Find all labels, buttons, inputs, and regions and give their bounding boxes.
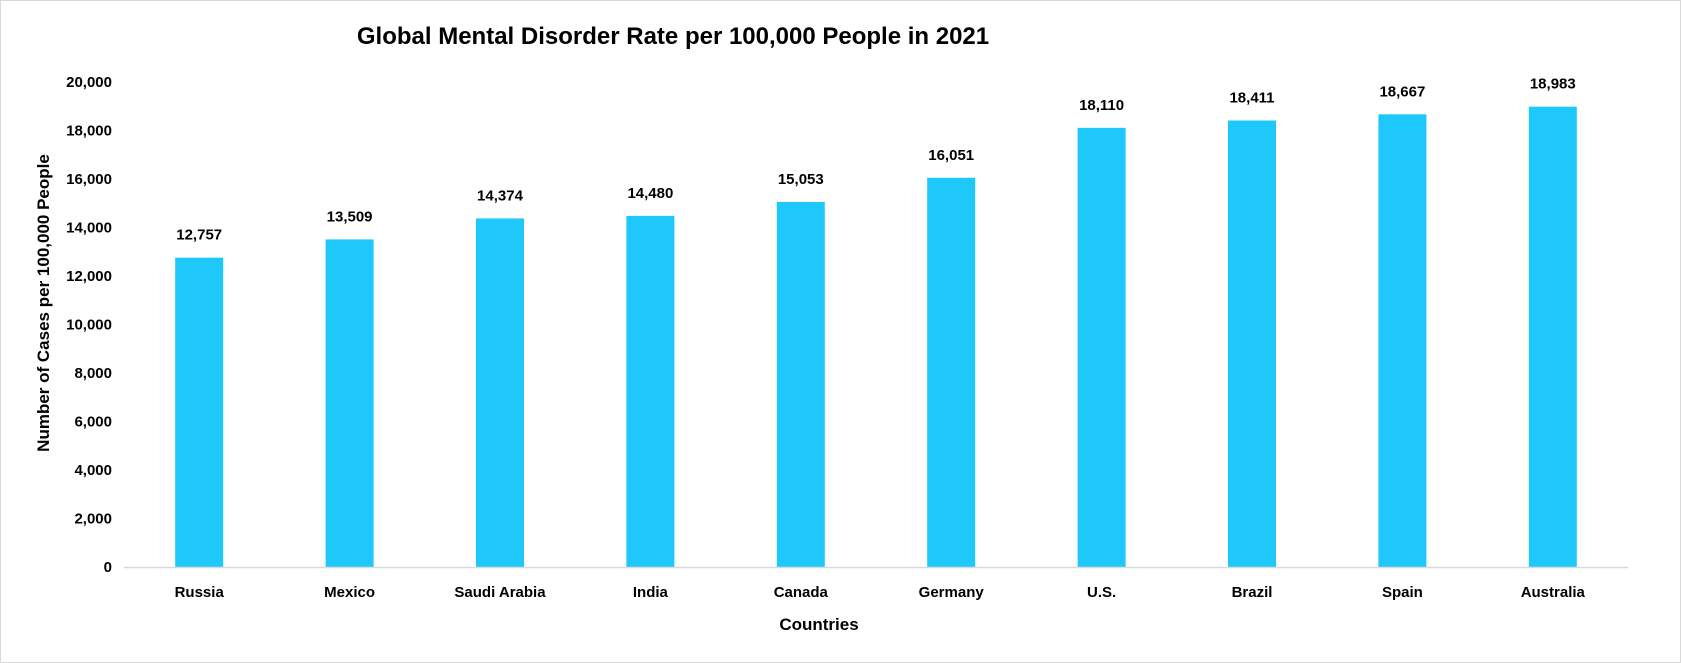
bar: [927, 177, 976, 567]
bar-value-label: 18,411: [1229, 90, 1274, 107]
bar: [776, 201, 825, 567]
bar: [626, 215, 675, 568]
bar-value-label: 15,053: [778, 171, 824, 188]
bar: [476, 218, 524, 568]
y-tick-label: 4,000: [74, 462, 112, 479]
bar: [1077, 127, 1126, 568]
bar-value-label: 13,509: [327, 208, 373, 225]
y-tick-label: 16,000: [66, 171, 112, 188]
chart-title: Global Mental Disorder Rate per 100,000 …: [357, 23, 989, 50]
bar-series: [175, 106, 1577, 568]
y-axis-ticks: 0 2,000 4,000 6,000 8,000 10,000 12,000 14,000 1…: [66, 74, 112, 576]
x-tick-label: Mexico: [324, 584, 375, 601]
x-tick-label: Australia: [1521, 584, 1586, 601]
y-tick-label: 18,000: [66, 123, 112, 140]
y-tick-label: 0: [104, 559, 112, 576]
y-tick-label: 20,000: [66, 74, 112, 91]
bar-value-label: 14,480: [627, 185, 673, 202]
x-tick-label: Russia: [175, 584, 225, 601]
bar: [1528, 106, 1577, 568]
x-axis-title: Countries: [779, 615, 858, 634]
x-tick-label: Canada: [774, 584, 829, 601]
bar: [325, 239, 374, 568]
y-tick-label: 6,000: [74, 414, 112, 431]
bar: [1228, 120, 1276, 567]
data-labels: 12,757 13,509 14,374 14,480 15,053 16,051 18,1…: [176, 76, 1575, 244]
y-tick-label: 14,000: [66, 220, 112, 237]
y-tick-label: 8,000: [74, 365, 112, 382]
y-tick-label: 12,000: [66, 268, 112, 285]
x-axis-ticks: Russia Mexico Saudi Arabia India Canada Germa…: [175, 584, 1586, 601]
x-tick-label: Saudi Arabia: [454, 584, 546, 601]
bar-value-label: 14,374: [477, 187, 524, 204]
x-tick-label: Spain: [1382, 584, 1423, 601]
y-tick-label: 2,000: [74, 511, 112, 528]
bar-value-label: 12,757: [176, 227, 222, 244]
x-tick-label: U.S.: [1087, 584, 1116, 601]
y-axis-title: Number of Cases per 100,000 People: [34, 154, 53, 452]
bar-value-label: 18,667: [1379, 83, 1425, 100]
x-tick-label: Germany: [919, 584, 985, 601]
bar: [1378, 114, 1427, 567]
x-tick-label: India: [633, 584, 669, 601]
bar-value-label: 16,051: [928, 147, 974, 164]
bar: [175, 257, 224, 567]
bar-value-label: 18,110: [1079, 97, 1124, 114]
bar-value-label: 18,983: [1530, 76, 1576, 93]
y-tick-label: 10,000: [66, 317, 112, 334]
x-tick-label: Brazil: [1232, 584, 1273, 601]
